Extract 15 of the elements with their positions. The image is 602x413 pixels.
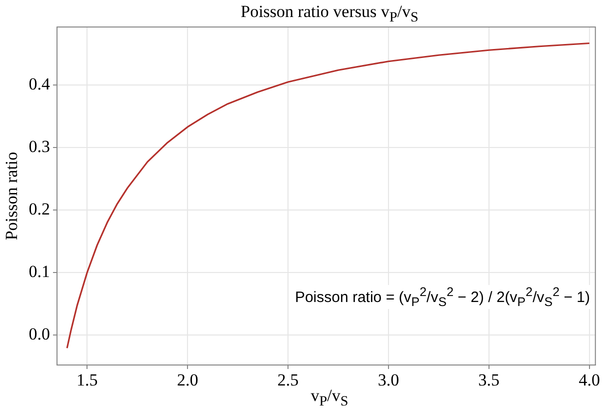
x-tick-label: 1.5 (76, 370, 98, 390)
chart-title: Poisson ratio versus v$_{P}$/v$_{S}$ (240, 2, 420, 26)
y-tick-label: 0.4 (28, 74, 50, 94)
x-axis-title: v$_{P}$/v$_{S}$ (310, 386, 348, 410)
x-tick-label: 2.5 (277, 370, 299, 390)
x-tick-label: 2.0 (176, 370, 198, 390)
y-tick-label: 0.0 (28, 324, 50, 344)
y-tick-label: 0.2 (28, 200, 50, 219)
x-tick-label: 3.0 (378, 370, 400, 390)
x-tick-label: 4.0 (578, 370, 600, 390)
x-tick-label: 3.5 (478, 370, 500, 390)
y-tick-label: 0.3 (28, 137, 50, 156)
y-tick-label: 0.1 (28, 262, 50, 282)
y-axis-title: Poisson ratio (2, 152, 22, 240)
text: Poisson ratio = (v$_{P}$$^{2}$/v$_{S}$$^{2}$ − 2) / 2(v$_{P}$$^{2}$/v$_{S}$$^{2}$ − 1) (294, 285, 590, 309)
